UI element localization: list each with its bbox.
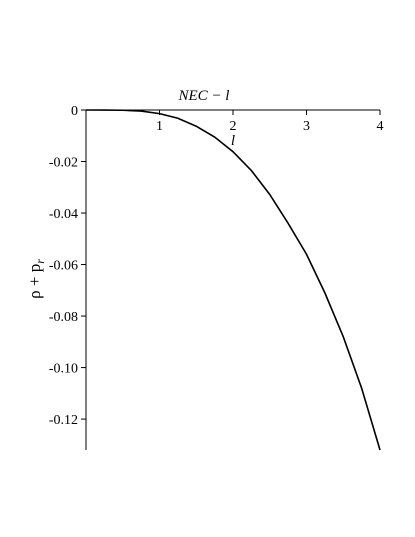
series-line: [85, 109, 381, 451]
y-tick-label: -0.12: [49, 413, 78, 428]
y-tick-label: -0.02: [49, 156, 78, 171]
y-axis-label-sub: r: [33, 259, 47, 264]
y-tick-label: -0.04: [49, 207, 78, 222]
y-tick-label: 0: [71, 104, 78, 119]
y-ticks: 0 -0.02 -0.04 -0.06 -0.08 -0.10 -0.12: [49, 104, 86, 428]
x-tick-label: 3: [303, 119, 310, 134]
x-ticks: 1 2 3 4: [156, 110, 384, 134]
y-tick-label: -0.08: [49, 310, 78, 325]
chart-title: NEC − l: [178, 88, 230, 104]
y-axis-label-main: ρ + p: [25, 264, 44, 299]
x-axis-label: l: [231, 133, 235, 149]
x-tick-label: 2: [230, 119, 237, 134]
y-tick-label: -0.10: [49, 362, 78, 377]
y-tick-label: -0.06: [49, 259, 78, 274]
x-tick-label: 4: [377, 119, 384, 134]
y-axis-label: ρ + pr: [25, 259, 47, 299]
svg-text:ρ + pr: ρ + pr: [25, 259, 47, 299]
x-tick-label: 1: [156, 119, 163, 134]
